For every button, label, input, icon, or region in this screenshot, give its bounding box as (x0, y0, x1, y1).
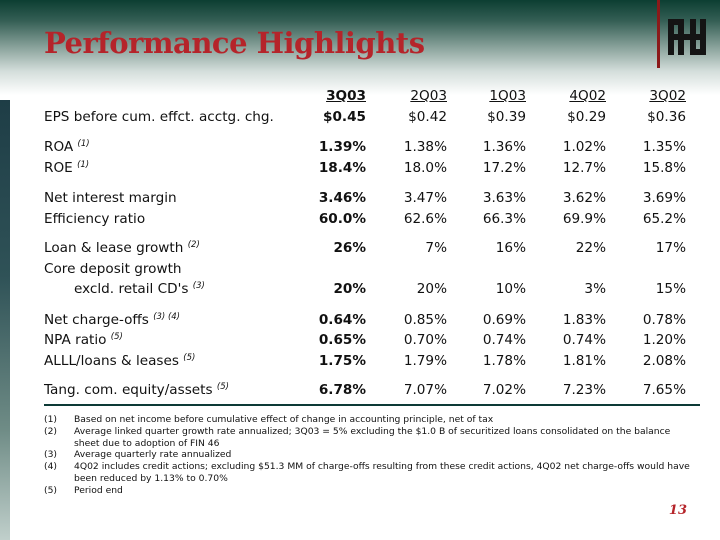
footnote-divider (44, 404, 700, 406)
footnote-ref: (1) (77, 139, 90, 149)
row-label: Core deposit growth (44, 260, 182, 277)
row-value: 1.79% (403, 352, 447, 369)
row-value: 1.20% (642, 332, 686, 348)
row-value: 18.4% (318, 159, 366, 176)
footnote: (3) Average quarterly rate annualized (44, 449, 232, 461)
row-value: 0.74% (482, 332, 526, 348)
row-value: 22% (575, 240, 606, 256)
row-label: ROA (1) (44, 139, 90, 155)
footnote-ref: (5) (183, 352, 196, 363)
row-value: 0.69% (482, 311, 526, 328)
row-value: 0.64% (318, 311, 366, 328)
row-value: 0.85% (403, 311, 447, 328)
row-value: 1.83% (562, 311, 606, 328)
company-logo-icon (668, 19, 706, 55)
row-value: 1.36% (482, 139, 526, 155)
row-value: 1.35% (642, 139, 686, 155)
row-value: 62.6% (403, 210, 447, 227)
row-value: 3.47% (403, 190, 447, 206)
row-value: $0.45 (323, 108, 366, 125)
row-value: 66.3% (482, 210, 526, 227)
row-value: 3.69% (642, 190, 686, 206)
row-value: 69.9% (562, 210, 606, 227)
row-value: 1.75% (318, 352, 366, 369)
footnotes: (1) Based on net income before cumulative… (44, 414, 694, 497)
row-value: 3.46% (318, 190, 366, 206)
row-label: NPA ratio (5) (44, 332, 123, 348)
row-label: Tang. com. equity/assets (5) (44, 382, 229, 398)
row-label: Net interest margin (44, 190, 177, 206)
row-value: 1.38% (403, 139, 447, 155)
row-value: $0.36 (647, 108, 686, 125)
row-value: 10% (495, 281, 526, 297)
row-value: 17.2% (482, 159, 526, 176)
row-value: 7.07% (403, 382, 447, 398)
row-label-continuation: excld. retail CD's (3) (74, 281, 205, 297)
footnote-ref: (5) (216, 382, 229, 392)
row-value: $0.39 (487, 108, 526, 125)
footnote: (4) 4Q02 includes credit actions; excludi… (44, 461, 690, 484)
footnote: (2) Average linked quarter growth rate an… (44, 425, 671, 449)
row-value: 15% (655, 281, 686, 297)
row-value: $0.29 (567, 108, 606, 125)
footnote-ref: (5) (110, 332, 123, 342)
row-value: 65.2% (642, 210, 686, 227)
row-value: 3.63% (482, 190, 526, 206)
footnote-ref: (3) (192, 281, 205, 291)
row-value: 1.39% (318, 139, 366, 155)
row-value: 0.74% (562, 332, 606, 348)
row-value: 12.7% (562, 159, 606, 176)
column-header: 3Q03 (326, 88, 366, 104)
row-value: 1.02% (562, 139, 606, 155)
page-title: Performance Highlights (44, 26, 425, 60)
row-value: $0.42 (408, 108, 447, 125)
row-label: Net charge-offs (3) (4) (44, 311, 180, 328)
footnote-ref: (2) (187, 240, 200, 250)
row-label: Loan & lease growth (2) (44, 240, 200, 256)
row-value: 15.8% (642, 159, 686, 176)
page-number: 13 (668, 503, 687, 518)
row-value: 3% (584, 281, 606, 297)
row-value: 2.08% (642, 352, 686, 369)
row-value: 20% (416, 281, 447, 297)
column-header: 4Q02 (569, 88, 606, 104)
row-value: 20% (333, 281, 366, 297)
row-value: 60.0% (318, 210, 366, 227)
row-value: 16% (495, 240, 526, 256)
row-value: 3.62% (562, 190, 606, 206)
row-value: 0.78% (642, 311, 686, 328)
row-value: 0.70% (403, 332, 447, 348)
row-value: 26% (333, 240, 366, 256)
footnote: (5) Period end (44, 484, 123, 496)
header-gradient-band (0, 0, 720, 95)
row-label: Efficiency ratio (44, 210, 146, 227)
column-header: 2Q03 (410, 88, 447, 104)
row-value: 1.81% (562, 352, 606, 369)
row-value: 0.65% (318, 332, 366, 348)
footnote-ref: (1) (77, 159, 90, 170)
row-value: 1.78% (482, 352, 526, 369)
row-value: 7% (425, 240, 447, 256)
row-label: ALLL/loans & leases (5) (44, 352, 196, 369)
row-value: 7.65% (642, 382, 686, 398)
row-value: 17% (655, 240, 686, 256)
left-accent-bar (0, 100, 10, 540)
header-divider-line (657, 0, 660, 68)
footnote-ref: (3) (4) (153, 311, 180, 322)
row-value: 7.02% (482, 382, 526, 398)
column-header: 1Q03 (489, 88, 526, 104)
footnote: (1) Based on net income before cumulative… (44, 414, 494, 425)
column-header: 3Q02 (649, 88, 686, 104)
row-value: 7.23% (562, 382, 606, 398)
row-value: 6.78% (318, 382, 366, 398)
row-label: ROE (1) (44, 159, 90, 176)
row-label: EPS before cum. effct. acctg. chg. (44, 108, 274, 125)
row-value: 18.0% (403, 159, 447, 176)
